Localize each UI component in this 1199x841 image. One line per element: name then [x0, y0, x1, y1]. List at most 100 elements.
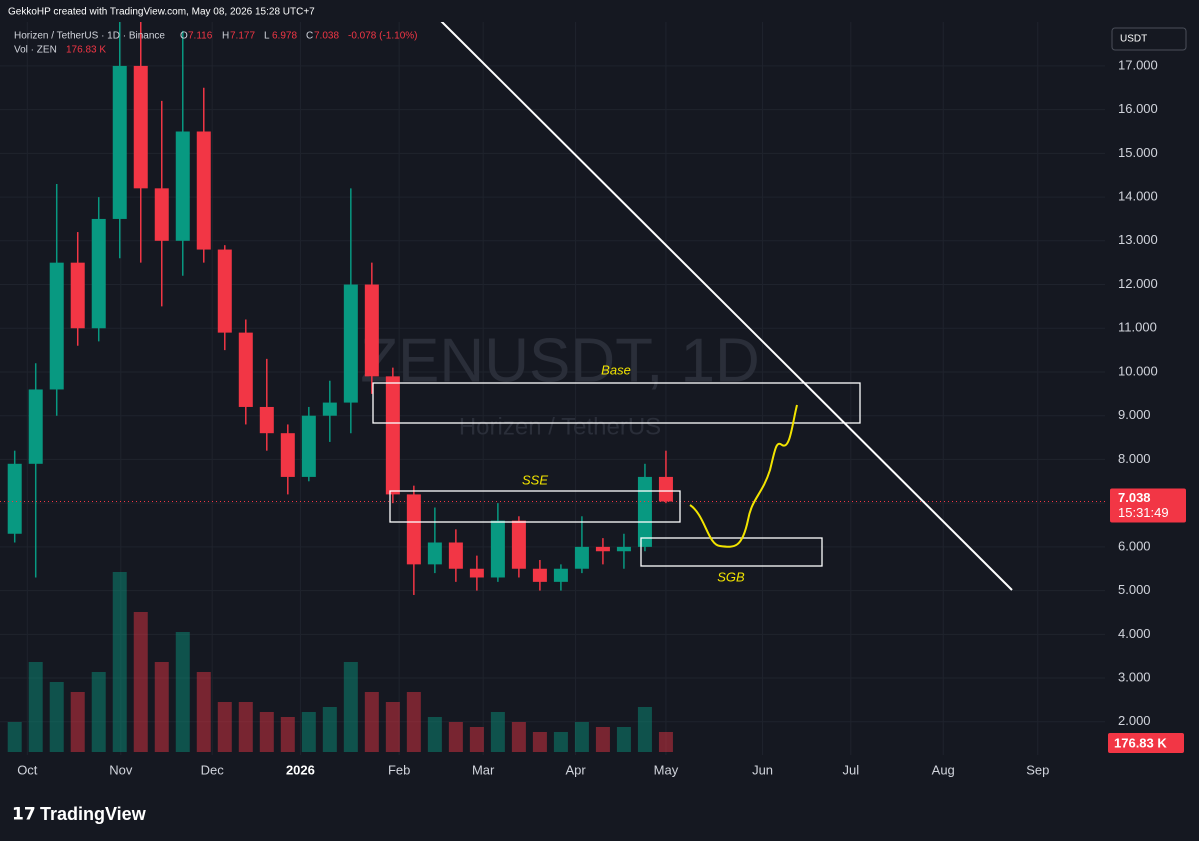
- candle-body: [511, 520, 526, 569]
- candle-body: [28, 389, 43, 464]
- volume-bar: [322, 707, 337, 752]
- volume-bar: [637, 707, 652, 752]
- volume-bar: [112, 572, 127, 752]
- base-label: Base: [601, 362, 631, 377]
- y-tick-label: 15.000: [1118, 145, 1158, 160]
- volume-axis-label: 176.83 K: [1114, 735, 1167, 750]
- projection-path: [689, 404, 798, 548]
- candle-body: [91, 218, 106, 329]
- volume-bar: [133, 612, 148, 752]
- countdown: 15:31:49: [1118, 505, 1169, 520]
- volume-bar: [574, 722, 589, 752]
- volume-bar: [217, 702, 232, 752]
- logo-mark: 𝟭𝟳: [12, 804, 36, 823]
- y-tick-label: 6.000: [1118, 538, 1151, 553]
- x-tick-label: Apr: [565, 762, 586, 777]
- volume-bar: [175, 632, 190, 752]
- candle-body: [175, 131, 190, 241]
- candle-body: [490, 520, 505, 578]
- x-tick-label: Aug: [932, 762, 955, 777]
- y-tick-label: 11.000: [1118, 320, 1157, 335]
- volume-bar: [70, 692, 85, 752]
- grid: [0, 20, 1105, 755]
- candle-body: [364, 284, 379, 377]
- credit: GekkoHP created with TradingView.com, Ma…: [8, 7, 315, 18]
- volume-bar: [259, 712, 274, 752]
- y-tick-label: 16.000: [1118, 101, 1158, 116]
- candle-body: [280, 433, 295, 477]
- candle-body: [448, 542, 463, 569]
- axis-labels: 2.0003.0004.0005.0006.0007.0008.0009.000…: [17, 57, 1186, 777]
- last-price-box: [1110, 488, 1186, 523]
- volume-bar: [301, 712, 316, 752]
- candle-body: [343, 284, 358, 403]
- y-tick-label: 12.000: [1118, 276, 1158, 291]
- candle-body: [49, 262, 64, 390]
- price-axis: [1105, 0, 1199, 790]
- x-tick-label: Sep: [1026, 762, 1049, 777]
- x-tick-label: Jul: [842, 762, 859, 777]
- volume-bar: [28, 662, 43, 752]
- sgb-box: [640, 537, 823, 567]
- x-tick-label: May: [654, 762, 679, 777]
- currency-box: [1111, 27, 1187, 51]
- volume-bar: [616, 727, 631, 752]
- volume-bar: [343, 662, 358, 752]
- volume-bar: [658, 732, 673, 752]
- watermark-subtitle: Horizen / TetherUS: [459, 413, 661, 440]
- volume-bar: [406, 692, 421, 752]
- plot: [0, 0, 1105, 752]
- volume-bar: [7, 722, 22, 752]
- volume-bar: [280, 717, 295, 752]
- volume-bar: [49, 682, 64, 752]
- volume-bar: [196, 672, 211, 752]
- volume-bar: [91, 672, 106, 752]
- candle-body: [259, 406, 274, 434]
- ohlc-key: C: [306, 31, 313, 42]
- sgb-label: SGB: [717, 569, 745, 584]
- y-tick-label: 14.000: [1118, 189, 1158, 204]
- y-tick-label: 3.000: [1118, 669, 1151, 684]
- y-tick-label: 10.000: [1118, 363, 1158, 378]
- volume-bar: [490, 712, 505, 752]
- ohlc-legend: O 7.116 H 7.177 L 6.978 C 7.038 -0.078 (-1.10%): [180, 31, 417, 42]
- candle-body: [112, 65, 127, 219]
- x-tick-label: Oct: [17, 762, 38, 777]
- x-tick-label: Nov: [109, 762, 133, 777]
- volume-bar: [154, 662, 169, 752]
- y-tick-label: 8.000: [1118, 451, 1151, 466]
- currency: USDT: [1120, 34, 1147, 45]
- candle-body: [469, 568, 484, 578]
- candle-body: [616, 546, 631, 552]
- candle-body: [574, 546, 589, 569]
- y-tick-label: 17.000: [1118, 57, 1158, 72]
- candle-body: [217, 249, 232, 333]
- ohlc-value: 6.978: [272, 31, 297, 42]
- watermark-title: ZENUSDT, 1D: [360, 326, 760, 395]
- trend-line: [439, 19, 1013, 591]
- candle-body: [238, 332, 253, 407]
- ohlc-value: 7.116: [188, 31, 213, 42]
- volume-bar: [364, 692, 379, 752]
- volume-bar: [448, 722, 463, 752]
- candle-body: [532, 568, 547, 582]
- x-tick-label: Feb: [388, 762, 410, 777]
- logo: TradingView: [40, 804, 147, 824]
- header-bg: [0, 0, 1199, 22]
- volume-legend-value: 176.83 K: [66, 45, 106, 56]
- volume-bar: [469, 727, 484, 752]
- y-tick-label: 9.000: [1118, 407, 1151, 422]
- candle-body: [637, 476, 652, 547]
- ohlc-key: H: [222, 31, 229, 42]
- ohlc-change: -0.078 (-1.10%): [348, 31, 417, 42]
- candle-body: [385, 376, 400, 495]
- volume-bar: [532, 732, 547, 752]
- volume-bar: [385, 702, 400, 752]
- candle-body: [133, 65, 148, 189]
- x-tick-label: Mar: [472, 762, 495, 777]
- candle-body: [406, 494, 421, 565]
- y-tick-label: 2.000: [1118, 713, 1151, 728]
- volume-bar: [553, 732, 568, 752]
